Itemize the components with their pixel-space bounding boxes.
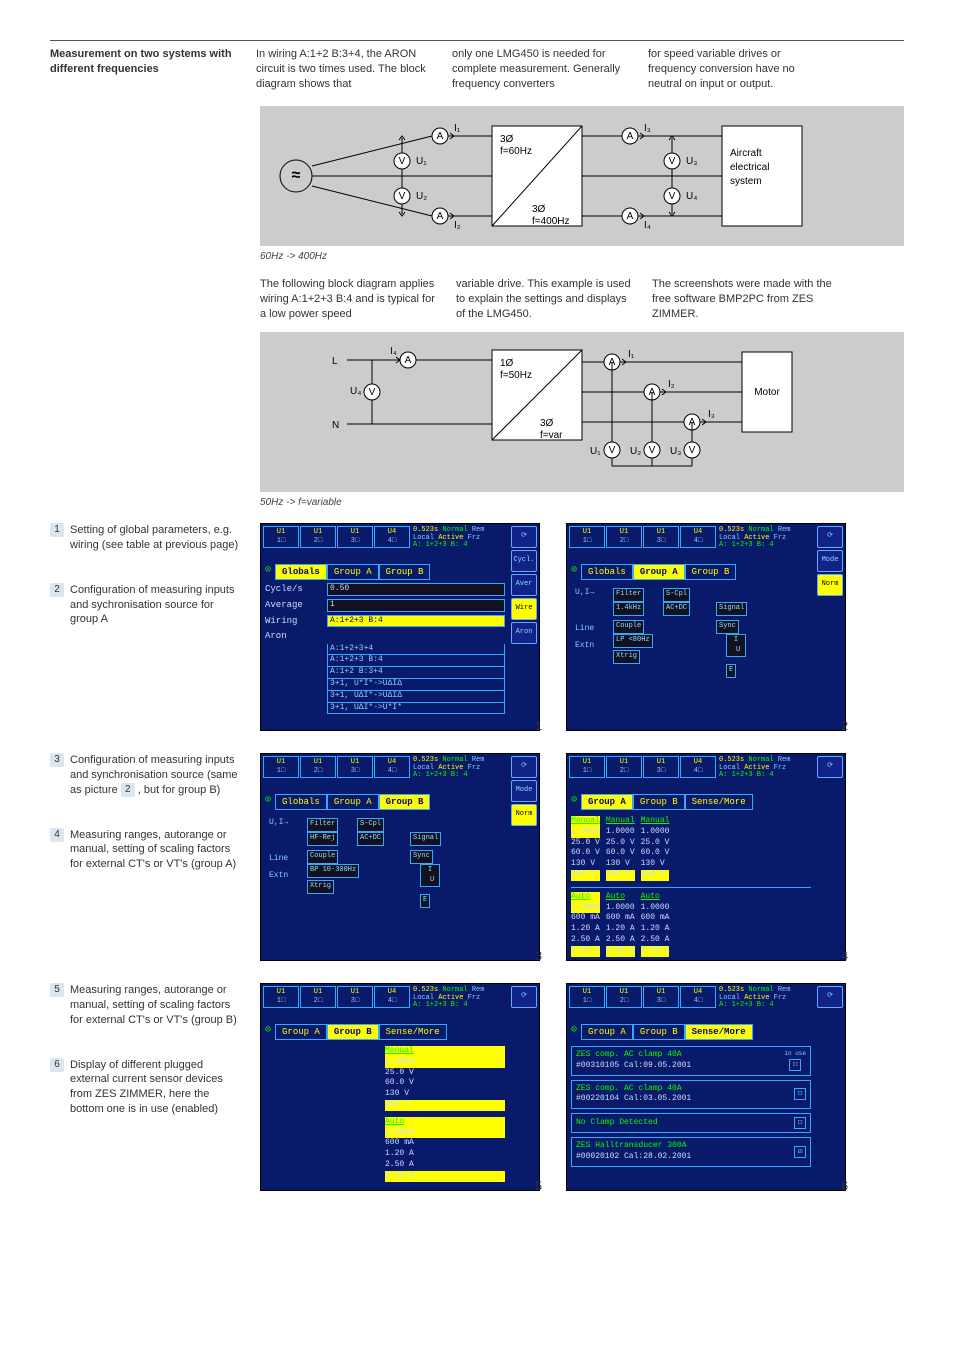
svg-text:3Ø: 3Ø	[500, 134, 514, 145]
svg-text:3Ø: 3Ø	[540, 418, 554, 429]
block-diagram-2: L N A I₄ U₄ V 1Ø f=50Hz 3Ø f=var A I₁ A …	[260, 332, 904, 492]
screenshot-5: U11□ U12□ U13□ U44□ 0.523s Normal Rem Lo…	[260, 983, 540, 1191]
note-1: 1Setting of global parameters, e.g. wiri…	[50, 523, 244, 553]
diagram1-caption: 60Hz -> 400Hz	[260, 250, 904, 264]
note-4: 4Measuring ranges, autorange or manual, …	[50, 828, 244, 873]
svg-text:A: A	[627, 211, 634, 222]
svg-text:1Ø: 1Ø	[500, 358, 514, 369]
note-5: 5Measuring ranges, autorange or manual, …	[50, 983, 244, 1028]
svg-text:A: A	[627, 131, 634, 142]
svg-text:I₃: I₃	[644, 123, 651, 134]
svg-text:U₂: U₂	[416, 191, 427, 202]
intro-col-2: only one LMG450 is needed for complete m…	[452, 47, 632, 92]
svg-text:A: A	[437, 131, 444, 142]
svg-text:f=var: f=var	[540, 430, 563, 441]
svg-text:Aircraft: Aircraft	[730, 148, 762, 159]
intro-col-3: for speed variable drives or frequency c…	[648, 47, 828, 92]
svg-text:A: A	[437, 211, 444, 222]
svg-text:U₃: U₃	[670, 446, 681, 457]
screenshot-4: U11□ U12□ U13□ U44□ 0.523s Normal Rem Lo…	[566, 753, 846, 961]
mid-col-3: The screenshots were made with the free …	[652, 277, 832, 322]
svg-text:V: V	[399, 156, 406, 167]
svg-text:3Ø: 3Ø	[532, 204, 546, 215]
svg-text:f=60Hz: f=60Hz	[500, 146, 532, 157]
svg-text:V: V	[669, 191, 676, 202]
svg-text:f=50Hz: f=50Hz	[500, 370, 532, 381]
svg-text:L: L	[332, 356, 338, 367]
screenshot-2: U11□ U12□ U13□ U44□ 0.523s Normal Rem Lo…	[566, 523, 846, 731]
svg-text:V: V	[609, 445, 616, 456]
svg-text:f=400Hz: f=400Hz	[532, 216, 570, 227]
svg-text:I₁: I₁	[628, 349, 635, 360]
intro-col-1: In wiring A:1+2 B:3+4, the ARON circuit …	[256, 47, 436, 92]
screenshot-6: U11□ U12□ U13□ U44□ 0.523s Normal Rem Lo…	[566, 983, 846, 1191]
mid-col-1: The following block diagram applies wiri…	[260, 277, 440, 322]
svg-text:U₃: U₃	[686, 156, 697, 167]
screenshot-3: U11□ U12□ U13□ U44□ 0.523s Normal Rem Lo…	[260, 753, 540, 961]
svg-text:I₄: I₄	[644, 220, 651, 231]
note-3: 3 Configuration of measuring inputs and …	[50, 753, 244, 798]
svg-text:V: V	[369, 387, 376, 398]
svg-text:≈: ≈	[292, 167, 301, 184]
svg-text:V: V	[669, 156, 676, 167]
svg-text:U₁: U₁	[590, 446, 601, 457]
svg-text:electrical: electrical	[730, 162, 769, 173]
svg-text:system: system	[730, 176, 762, 187]
svg-text:N: N	[332, 420, 339, 431]
block-diagram-1: ≈ A I₁ V U₁ V U₂ A I₂ 3Ø f=60Hz 3Ø f=400…	[260, 106, 904, 246]
svg-text:U₄: U₄	[686, 191, 697, 202]
svg-text:V: V	[649, 445, 656, 456]
svg-text:I₃: I₃	[708, 409, 715, 420]
note-2: 2Configuration of measuring inputs and s…	[50, 583, 244, 628]
diagram2-caption: 50Hz -> f=variable	[260, 496, 904, 510]
svg-text:U₁: U₁	[416, 156, 427, 167]
svg-text:V: V	[689, 445, 696, 456]
svg-text:I₂: I₂	[668, 379, 675, 390]
svg-text:I₁: I₁	[454, 123, 461, 134]
svg-text:I₂: I₂	[454, 220, 461, 231]
svg-text:A: A	[405, 355, 412, 366]
svg-text:U₄: U₄	[350, 386, 361, 397]
mid-col-2: variable drive. This example is used to …	[456, 277, 636, 322]
svg-text:V: V	[399, 191, 406, 202]
note-6: 6Display of different plugged external c…	[50, 1058, 244, 1117]
svg-text:I₄: I₄	[390, 346, 397, 357]
screenshot-1: U11□ U12□ U13□ U44□ 0.523s Normal Rem Lo…	[260, 523, 540, 731]
svg-text:Motor: Motor	[754, 387, 780, 398]
svg-text:U₂: U₂	[630, 446, 641, 457]
section-title: Measurement on two systems with differen…	[50, 47, 240, 92]
